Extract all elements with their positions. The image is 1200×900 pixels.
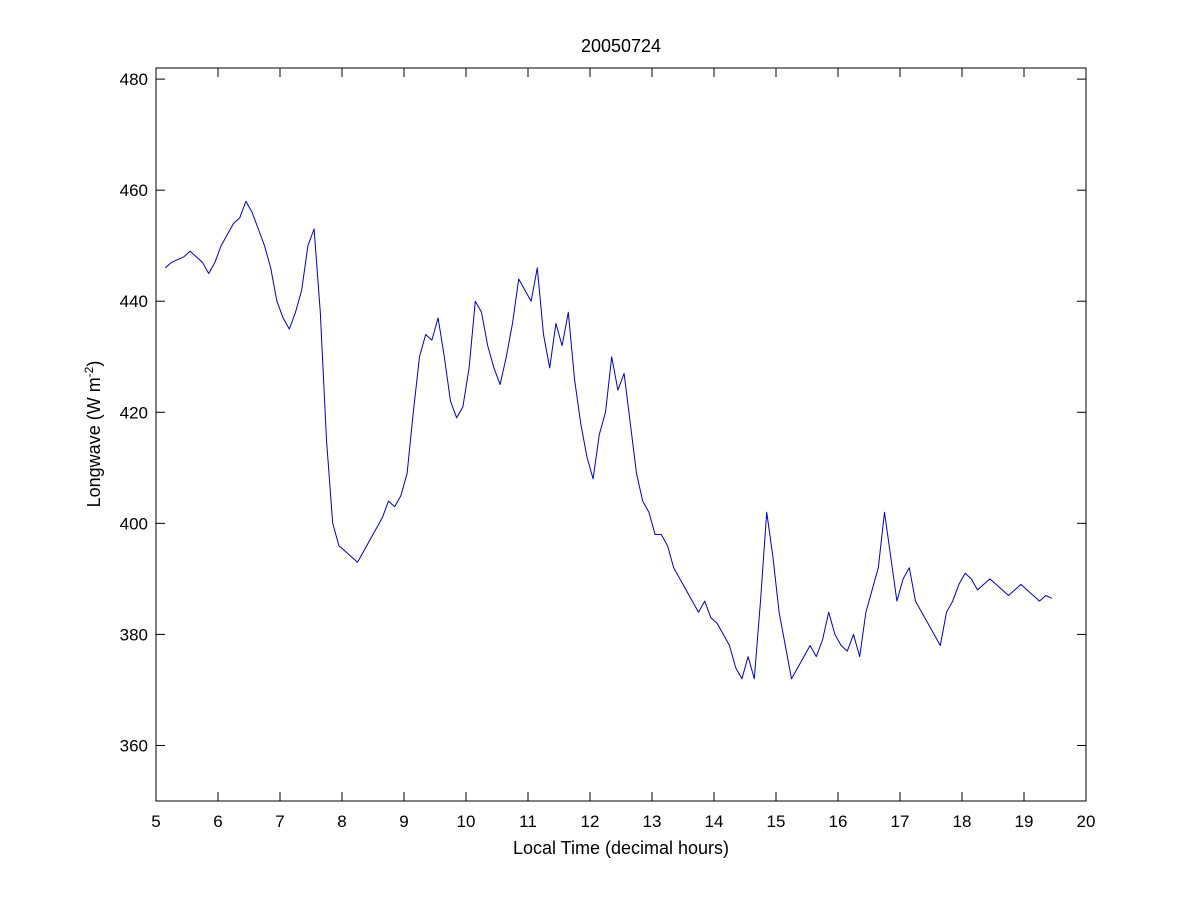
y-tick-label: 400 (120, 514, 148, 533)
y-tick-label: 360 (120, 736, 148, 755)
x-tick-label: 12 (581, 812, 600, 831)
x-tick-label: 8 (337, 812, 346, 831)
y-axis-ticks (156, 78, 1086, 746)
x-tick-label: 18 (953, 812, 972, 831)
x-tick-label: 7 (275, 812, 284, 831)
y-tick-label: 480 (120, 70, 148, 89)
x-axis-ticks (155, 68, 1087, 801)
x-tick-label: 13 (643, 812, 662, 831)
y-tick-label: 420 (120, 403, 148, 422)
y-axis-title: Longwave (W m-2) (82, 361, 104, 508)
y-axis-title-main: Longwave (W m (84, 377, 104, 507)
x-tick-label: 6 (213, 812, 222, 831)
x-tick-label: 19 (1015, 812, 1034, 831)
y-axis-title-close: ) (84, 361, 104, 367)
x-tick-label: 15 (767, 812, 786, 831)
x-tick-label: 17 (891, 812, 910, 831)
x-tick-label: 9 (399, 812, 408, 831)
x-axis-tick-labels: 5 6 7 8 9 10 11 12 13 14 15 16 17 18 19 20 (151, 812, 1095, 831)
x-tick-label: 11 (519, 812, 537, 831)
x-tick-label: 16 (829, 812, 848, 831)
chart-title: 20050724 (581, 36, 661, 56)
series-line (164, 200, 1053, 680)
y-tick-label: 440 (120, 292, 148, 311)
plot-frame (155, 67, 1087, 802)
x-tick-label: 5 (151, 812, 160, 831)
y-tick-label: 380 (120, 625, 148, 644)
y-tick-label: 460 (120, 181, 148, 200)
x-axis-title: Local Time (decimal hours) (513, 838, 729, 858)
y-axis-title-superscript: -2 (82, 366, 96, 377)
x-tick-label: 14 (705, 812, 724, 831)
y-axis-tick-labels: 360 380 400 420 440 460 480 (120, 70, 148, 755)
x-tick-label: 10 (457, 812, 476, 831)
x-tick-label: 20 (1077, 812, 1096, 831)
